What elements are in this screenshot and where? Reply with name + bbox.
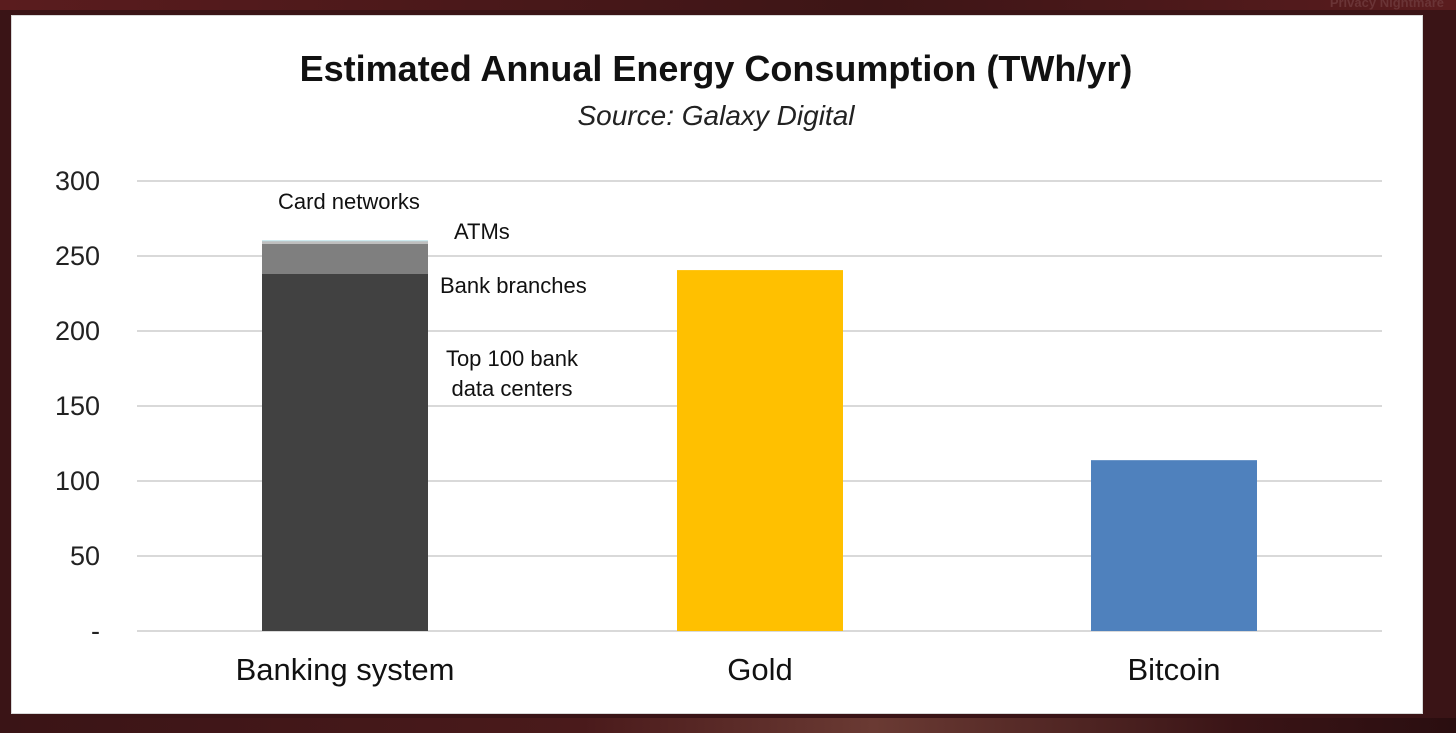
y-tick-label: 150	[55, 391, 100, 421]
bars	[262, 240, 1257, 631]
x-tick-label: Banking system	[236, 652, 455, 687]
y-tick-label: -	[91, 616, 100, 646]
y-tick-label: 50	[70, 541, 100, 571]
x-tick-label: Gold	[727, 652, 792, 687]
y-axis-tick-labels: - 50 100 150 200 250 300	[55, 166, 100, 646]
chart-title: Estimated Annual Energy Consumption (TWh…	[299, 48, 1133, 89]
segment-label: Bank branches	[440, 273, 587, 298]
bar-bank-branches	[262, 244, 428, 274]
segment-label: ATMs	[454, 219, 510, 244]
x-axis-tick-labels: Banking system Gold Bitcoin	[236, 652, 1221, 687]
bar-top-100-bank-data-centers	[262, 274, 428, 631]
frame-bottom-border	[0, 718, 1456, 733]
y-tick-label: 100	[55, 466, 100, 496]
frame-top-border	[0, 0, 1456, 10]
y-tick-label: 250	[55, 241, 100, 271]
bar-gold	[677, 270, 843, 631]
bar-bitcoin	[1091, 460, 1257, 631]
y-tick-label: 200	[55, 316, 100, 346]
y-tick-label: 300	[55, 166, 100, 196]
bar-atms	[262, 241, 428, 244]
segment-annotations: Top 100 bank data centers Bank branches ATM…	[278, 189, 587, 401]
bar-card-networks	[262, 240, 428, 242]
segment-label: data centers	[451, 376, 572, 401]
segment-label: Card networks	[278, 189, 420, 214]
segment-label: Top 100 bank	[446, 346, 579, 371]
chart-subtitle: Source: Galaxy Digital	[577, 100, 855, 131]
x-tick-label: Bitcoin	[1127, 652, 1220, 687]
watermark-text: Privacy Nightmare	[1329, 0, 1444, 10]
